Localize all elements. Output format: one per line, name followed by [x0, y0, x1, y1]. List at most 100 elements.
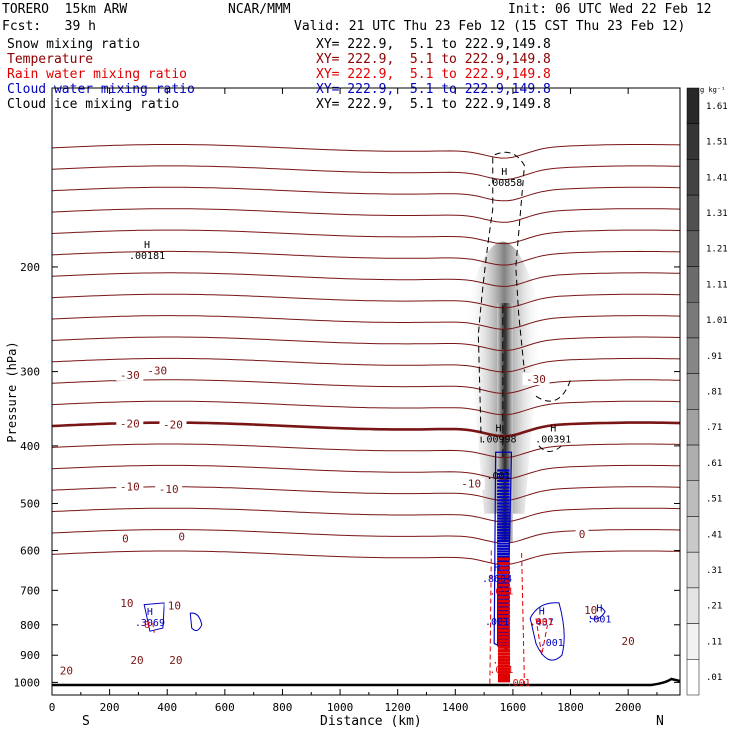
rain-water-contour: [593, 614, 600, 622]
colorbar-cell: [686, 230, 700, 267]
isotherm-label: -30: [120, 369, 140, 382]
colorbar-level-label: 1.41: [706, 173, 728, 183]
cloud-water-contour: [189, 612, 203, 632]
extremum-value: .00858: [486, 178, 522, 189]
isotherm: [52, 272, 680, 287]
extremum-marker: H: [550, 423, 556, 434]
isotherm: [52, 464, 680, 480]
rain-water-contour: [489, 550, 525, 686]
colorbar-cell: [686, 551, 700, 589]
colorbar: 1.61 1.51 1.41 1.31 1.21 1.11 1.01 .91 .81 .71 .61…: [686, 86, 728, 696]
x-tick-label: 1000: [327, 701, 354, 714]
isotherm: [52, 400, 680, 416]
cloud-ice-contour: [477, 151, 525, 443]
isotherm-label: 20: [169, 654, 182, 667]
extremum-value: .001: [530, 617, 554, 628]
x-axis-south-label: S: [82, 714, 90, 729]
isotherm: [52, 250, 680, 266]
isotherm-label: -20: [120, 417, 140, 430]
field-xy-cloud-water: XY= 222.9, 5.1 to 222.9,149.8: [316, 82, 551, 97]
y-tick-label: 700: [20, 584, 40, 597]
x-tick-label: 1200: [384, 701, 411, 714]
x-tick-label: 1600: [500, 701, 527, 714]
isotherm: [52, 315, 680, 330]
isotherm-label-bg: [116, 480, 144, 493]
y-tick-label: 600: [20, 545, 40, 558]
y-tick-label: 800: [20, 619, 40, 632]
isotherm: [52, 144, 680, 159]
isotherm-label-bg: [457, 477, 485, 490]
x-tick-label: 600: [215, 701, 235, 714]
field-name-temperature: Temperature: [7, 52, 94, 67]
plot-header: TORERO 15km ARW NCAR/MMM Init: 06 UTC We…: [0, 0, 740, 112]
isotherm-label: -20: [163, 419, 183, 432]
isotherm-label-bg: [155, 483, 183, 496]
isotherm: [52, 165, 680, 181]
snow-core-shading: [497, 303, 513, 542]
extremum-value: .001: [587, 615, 611, 626]
extremum-marker: H: [539, 606, 545, 617]
extremum-value: .00998: [480, 434, 516, 445]
colorbar-level-label: .51: [706, 495, 722, 505]
extremum-value: .001: [485, 617, 509, 628]
isotherm: [52, 550, 680, 565]
isotherm-label-bg: [618, 634, 639, 647]
isotherm: [52, 421, 680, 438]
temperature-contours: [52, 144, 680, 565]
field-xy-temperature: XY= 222.9, 5.1 to 222.9,149.8: [316, 52, 551, 67]
isotherm: [52, 357, 680, 373]
isotherm: [52, 186, 680, 202]
isotherm-label-bg: [143, 364, 171, 377]
colorbar-level-label: 1.21: [706, 245, 728, 255]
isotherm: [52, 208, 680, 223]
isotherm-label-bg: [116, 596, 137, 609]
isotherm-label-bg: [116, 417, 144, 430]
isotherm-label-bg: [522, 373, 550, 386]
cloud-water-contour: [143, 602, 165, 632]
field-name-rain: Rain water mixing ratio: [7, 67, 188, 82]
extremum-marker: H: [596, 604, 602, 615]
colorbar-level-label: .01: [706, 673, 722, 683]
isotherm-label-bg: [580, 603, 601, 616]
y-tick-label: 500: [20, 497, 40, 510]
isotherm: [52, 379, 680, 394]
colorbar-level-label: 1.01: [706, 316, 728, 326]
isotherm-label-bg: [164, 599, 185, 612]
colorbar-level-label: 1.61: [706, 102, 728, 112]
isotherm-label-bg: [575, 528, 589, 541]
y-tick-label: 200: [20, 261, 40, 274]
axes: 0 200 400 600 800 1000 1200 1400 1600 1800 2000200…: [14, 88, 680, 714]
isotherm-label: -30: [147, 365, 167, 378]
colorbar-cell: [686, 373, 700, 410]
contour-annotations: -30 -30 -30 -20 -20 -10 -10 -10 0 0 0 10 10 10 20 20 20 2…: [56, 167, 639, 689]
plot-area: -30 -30 -30 -20 -20 -10 -10 -10 0 0 0 10 10 10 20 20 20 2…: [51, 87, 681, 696]
colorbar-cell: [686, 516, 700, 553]
isotherm-label: 10: [168, 599, 181, 612]
model-label: TORERO 15km ARW: [2, 2, 128, 17]
valid-time-label: Valid: 21 UTC Thu 23 Feb 12 (15 CST Thu …: [294, 19, 686, 34]
y-tick-label: 300: [20, 366, 40, 379]
field-name-cloud-water: Cloud water mixing ratio: [7, 82, 195, 97]
colorbar-cell: [686, 266, 700, 303]
colorbar-cell: [686, 587, 700, 624]
isotherm: [52, 229, 680, 245]
isotherm-label: 0: [579, 528, 586, 541]
colorbar-level-label: .41: [706, 530, 722, 540]
isotherm-label: -10: [120, 480, 140, 493]
colorbar-level-label: .91: [706, 352, 722, 362]
isotherm-label-bg: [126, 653, 147, 666]
x-axis-label: Distance (km): [320, 714, 422, 729]
colorbar-cell: [686, 623, 700, 660]
cloud-ice-contour: [535, 379, 572, 452]
extremum-value: .001: [540, 638, 564, 649]
isotherm: [52, 443, 680, 459]
isotherm-label: -30: [526, 373, 546, 386]
x-tick-label: 1800: [557, 701, 584, 714]
extremum-marker: H: [144, 240, 150, 251]
extremum-value: 0: [144, 620, 150, 631]
extremum-marker: H: [495, 423, 501, 434]
cloud-water-contour: [529, 602, 565, 661]
isotherm: [52, 336, 680, 352]
hydrometeor-contours: [52, 151, 680, 687]
x-tick-label: 800: [273, 701, 293, 714]
